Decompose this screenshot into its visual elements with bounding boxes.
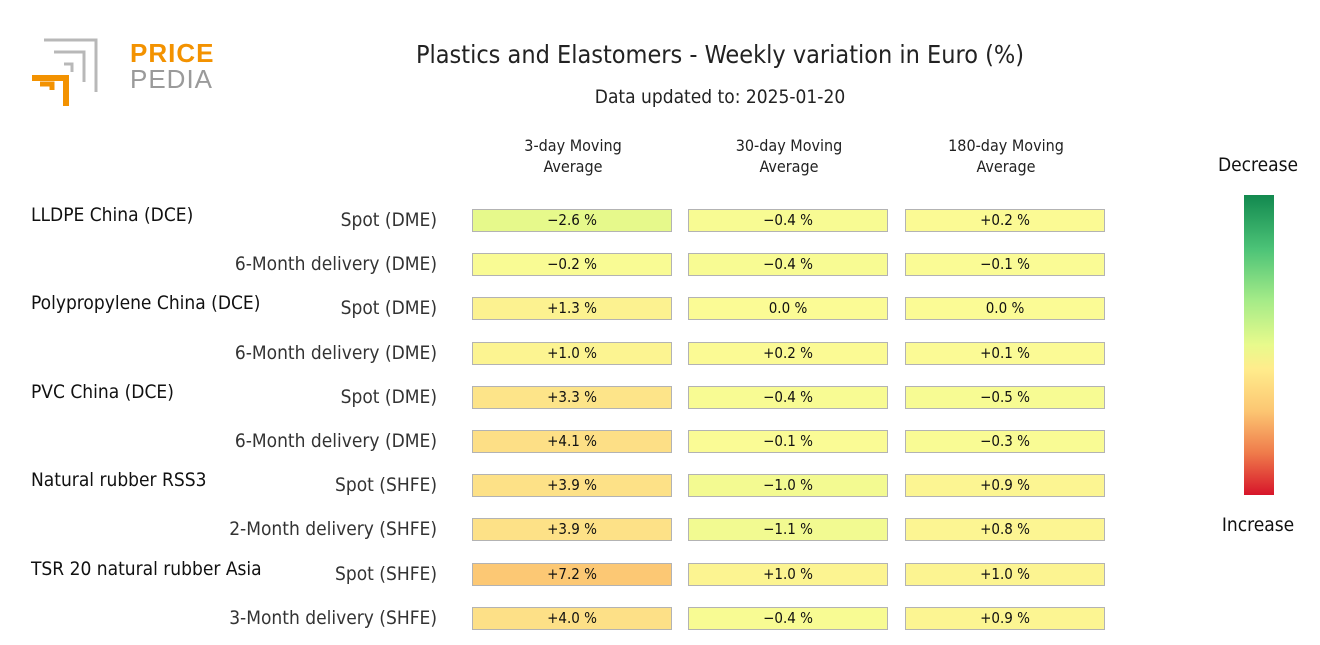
- row-label: 2-Month delivery (SHFE): [229, 518, 437, 541]
- group-label: LLDPE China (DCE): [31, 204, 194, 226]
- group-label: TSR 20 natural rubber Asia: [31, 557, 262, 580]
- row-label: 6-Month delivery (DME): [234, 430, 437, 452]
- value-cell: +4.0 %: [472, 606, 672, 630]
- row-label: Spot (SHFE): [335, 562, 437, 585]
- value-cell: −2.6 %: [472, 209, 672, 232]
- column-header-line: Average: [759, 157, 819, 176]
- value-cell: +1.3 %: [472, 297, 672, 321]
- value-cell: +0.8 %: [905, 518, 1105, 542]
- column-header-line: 30-day Moving: [735, 136, 843, 155]
- value-cell: −0.4 %: [688, 209, 888, 232]
- column-header: 3-day Moving Average: [472, 135, 674, 177]
- colorbar: [1244, 195, 1274, 495]
- row-label: Spot (DME): [340, 297, 437, 320]
- logo-mark-icon: [32, 38, 98, 106]
- value-cell: +3.9 %: [472, 474, 672, 498]
- value-cell: +3.3 %: [472, 385, 672, 409]
- row-label: Spot (DME): [340, 385, 437, 408]
- value-cell: −0.4 %: [688, 253, 888, 277]
- value-cell: +1.0 %: [688, 562, 888, 586]
- column-header-line: 3-day Moving: [524, 136, 622, 155]
- group-label: Natural rubber RSS3: [31, 469, 207, 492]
- row-label: 3-Month delivery (SHFE): [229, 606, 437, 629]
- value-cell: +1.0 %: [905, 562, 1105, 586]
- row-label: 6-Month delivery (DME): [234, 253, 437, 276]
- column-header: 180-day Moving Average: [905, 135, 1107, 177]
- value-cell: +0.1 %: [905, 341, 1105, 365]
- row-label: Spot (SHFE): [335, 474, 437, 497]
- value-cell: +0.9 %: [905, 606, 1105, 630]
- chart-title: Plastics and Elastomers - Weekly variati…: [415, 40, 1025, 69]
- value-cell: −0.4 %: [688, 385, 888, 409]
- value-cell: +0.9 %: [905, 474, 1105, 498]
- pricepedia-logo: PRICE PEDIA: [30, 38, 213, 110]
- value-cell: +0.2 %: [688, 341, 888, 365]
- value-cell: +4.1 %: [472, 430, 672, 453]
- colorbar-top-label: Decrease: [1217, 154, 1299, 176]
- value-cell: +1.0 %: [472, 341, 672, 365]
- value-cell: −0.1 %: [688, 430, 888, 453]
- chart-subtitle: Data updated to: 2025-01-20: [594, 86, 846, 108]
- value-cell: −0.4 %: [688, 606, 888, 630]
- logo-text-price: PRICE: [130, 38, 215, 68]
- value-cell: −0.3 %: [905, 430, 1105, 453]
- value-cell: −0.1 %: [905, 253, 1105, 277]
- value-cell: −1.0 %: [688, 474, 888, 498]
- value-cell: −0.5 %: [905, 385, 1105, 409]
- group-label: PVC China (DCE): [31, 380, 174, 403]
- value-cell: +3.9 %: [472, 518, 672, 542]
- column-header-line: Average: [976, 157, 1036, 176]
- row-label: 6-Month delivery (DME): [234, 341, 437, 364]
- logo-text-pedia: PEDIA: [130, 64, 214, 94]
- group-label: Polypropylene China (DCE): [31, 292, 261, 315]
- value-cell: +0.2 %: [905, 209, 1105, 232]
- column-header: 30-day Moving Average: [688, 135, 890, 177]
- column-header-line: 180-day Moving: [948, 136, 1064, 155]
- row-label: Spot (DME): [340, 209, 437, 231]
- colorbar-bottom-label: Increase: [1221, 514, 1295, 536]
- value-cell: 0.0 %: [905, 297, 1105, 321]
- value-cell: −1.1 %: [688, 518, 888, 542]
- column-header-line: Average: [543, 157, 603, 176]
- value-cell: −0.2 %: [472, 253, 672, 277]
- value-cell: 0.0 %: [688, 297, 888, 321]
- value-cell: +7.2 %: [472, 562, 672, 586]
